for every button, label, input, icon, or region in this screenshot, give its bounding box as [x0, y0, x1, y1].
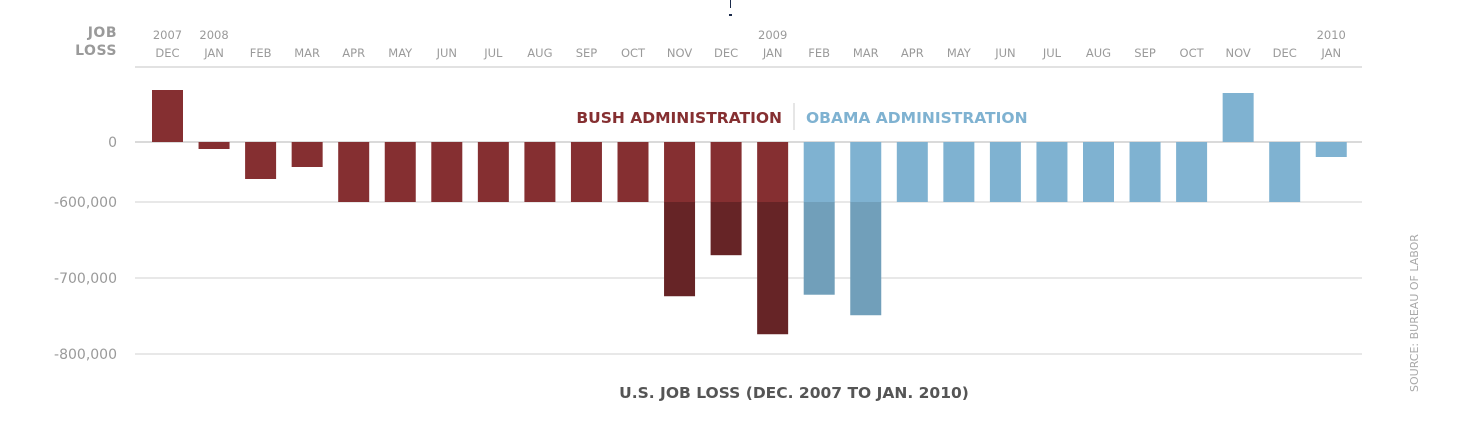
- bar: [198, 142, 230, 149]
- x-tick-label: MAY: [947, 46, 972, 60]
- y-axis-title: JOB LOSS: [55, 24, 117, 60]
- legend-bush-administration: BUSH ADMINISTRATION: [576, 109, 782, 127]
- bar: [710, 142, 742, 202]
- x-tick-label: NOV: [667, 46, 692, 60]
- bar: [757, 142, 789, 202]
- bar: [850, 142, 882, 202]
- bar: [1083, 142, 1114, 202]
- cursor-mark: [730, 0, 731, 8]
- x-tick-label: DEC: [155, 46, 179, 60]
- bar: [431, 142, 463, 202]
- x-axis-labels: DEC JAN FEB MAR APR MAY JUN JUL AUG SEP OCT NOV DEC J…: [153, 28, 1346, 60]
- bar: [152, 90, 183, 142]
- bar-lower-segment: [710, 202, 742, 256]
- bar: [1176, 142, 1208, 202]
- x-tick-label: SEP: [1134, 46, 1156, 60]
- bar: [477, 142, 509, 202]
- x-tick-label: FEB: [808, 46, 830, 60]
- bar-lower-segment: [850, 202, 882, 316]
- x-tick-label: DEC: [714, 46, 738, 60]
- bar: [896, 142, 928, 202]
- y-tick-label: -600,000: [54, 195, 117, 211]
- x-year-label: 2008: [199, 28, 228, 42]
- x-tick-label: AUG: [1086, 46, 1111, 60]
- bar: [1036, 142, 1068, 202]
- bar: [524, 142, 556, 202]
- x-tick-label: JUL: [1042, 46, 1062, 60]
- x-tick-label: DEC: [1273, 46, 1297, 60]
- x-tick-label: FEB: [250, 46, 272, 60]
- legend: BUSH ADMINISTRATION OBAMA ADMINISTRATION: [576, 103, 1028, 130]
- cursor-mark-tail: [729, 14, 732, 16]
- bar: [1222, 93, 1254, 142]
- bar: [384, 142, 416, 202]
- x-tick-label: OCT: [1180, 46, 1205, 60]
- bar: [989, 142, 1021, 202]
- x-tick-label: SEP: [576, 46, 598, 60]
- x-tick-label: JUN: [994, 46, 1015, 60]
- bar: [291, 142, 323, 167]
- chart-title: U.S. JOB LOSS (DEC. 2007 TO JAN. 2010): [619, 384, 969, 402]
- bar-lower-segment: [664, 202, 696, 297]
- bar: [664, 142, 696, 202]
- x-tick-label: APR: [901, 46, 924, 60]
- x-tick-label: OCT: [621, 46, 646, 60]
- bar-lower-segment: [803, 202, 835, 295]
- bars: [152, 90, 1347, 335]
- x-tick-label: APR: [342, 46, 365, 60]
- legend-obama-administration: OBAMA ADMINISTRATION: [806, 109, 1028, 127]
- bar: [1315, 142, 1347, 157]
- x-year-label: 2010: [1317, 28, 1346, 42]
- bar: [1129, 142, 1161, 202]
- bar: [617, 142, 649, 202]
- bar: [570, 142, 602, 202]
- x-tick-label: MAY: [388, 46, 413, 60]
- bar: [1269, 142, 1301, 202]
- source-note: SOURCE: BUREAU OF LABOR: [1408, 234, 1421, 392]
- bar: [245, 142, 277, 179]
- x-year-label: 2009: [758, 28, 787, 42]
- x-tick-label: JUL: [483, 46, 503, 60]
- y-axis-labels: 0 -600,000 -700,000 -800,000: [54, 135, 117, 363]
- x-tick-label: MAR: [294, 46, 320, 60]
- x-tick-label: AUG: [527, 46, 552, 60]
- x-tick-label: JUN: [436, 46, 457, 60]
- y-tick-label: 0: [108, 135, 117, 151]
- x-year-label: 2007: [153, 28, 182, 42]
- y-tick-label: -700,000: [54, 271, 117, 287]
- x-tick-label: JAN: [1320, 46, 1341, 60]
- y-axis-title-line-2: LOSS: [75, 43, 117, 59]
- bar: [803, 142, 835, 202]
- x-tick-label: JAN: [203, 46, 224, 60]
- x-tick-label: MAR: [853, 46, 879, 60]
- y-tick-label: -800,000: [54, 347, 117, 363]
- y-axis-title-line-1: JOB: [87, 25, 117, 41]
- bar-lower-segment: [757, 202, 789, 335]
- x-tick-label: NOV: [1225, 46, 1250, 60]
- bar: [943, 142, 975, 202]
- bar: [338, 142, 370, 202]
- x-tick-label: JAN: [762, 46, 783, 60]
